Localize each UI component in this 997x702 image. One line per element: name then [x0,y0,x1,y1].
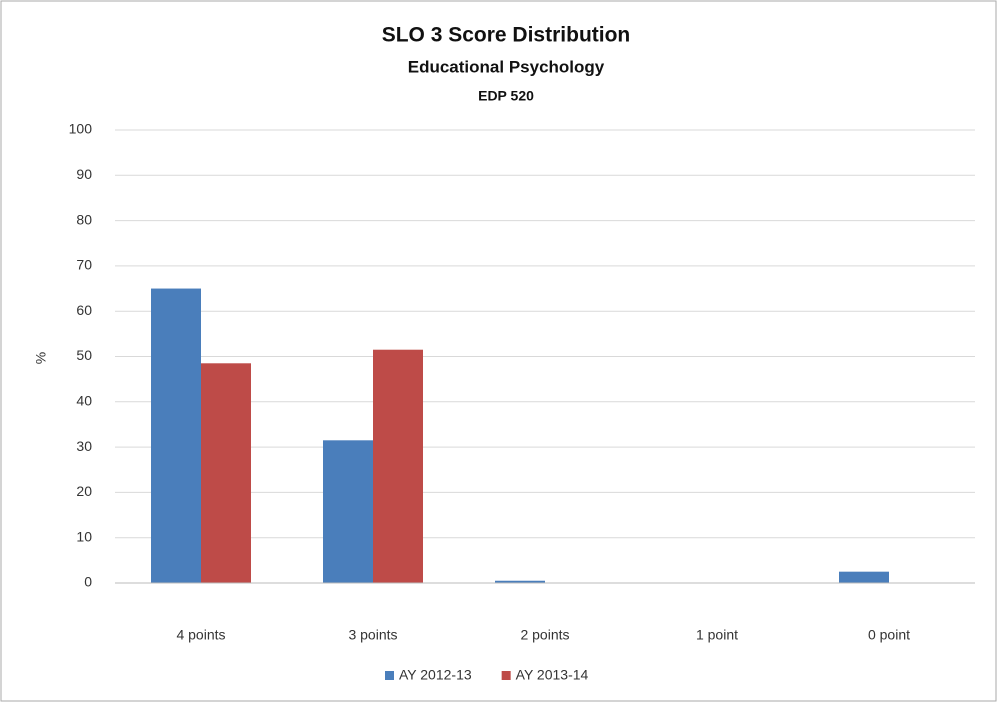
y-tick-label: 30 [76,438,92,454]
legend-swatch [385,671,394,680]
y-tick-label: 90 [76,166,92,182]
y-tick-label: 100 [69,121,93,137]
y-tick-label: 60 [76,302,92,318]
y-tick-label: 80 [76,211,92,227]
bar [201,363,251,583]
legend-label: AY 2013-14 [516,667,589,683]
legend-label: AY 2012-13 [399,667,472,683]
chart-title: SLO 3 Score Distribution [382,24,631,47]
bar [323,440,373,583]
y-tick-label: 10 [76,528,92,544]
legend-swatch [501,671,511,680]
bar [495,580,545,583]
x-tick-label: 2 points [520,627,569,643]
y-tick-label: 0 [84,574,92,590]
y-axis-label: % [33,352,49,364]
x-tick-label: 3 points [348,627,397,643]
bar [151,288,201,583]
chart-subtitle: Educational Psychology [408,57,605,76]
x-tick-label: 4 points [176,627,225,643]
y-tick-label: 20 [76,483,92,499]
bar [839,571,889,583]
x-tick-label: 0 point [868,627,910,643]
bar [373,349,423,583]
chart-subtitle: EDP 520 [478,88,534,104]
y-tick-label: 70 [76,257,92,273]
y-tick-label: 40 [76,393,92,409]
x-tick-label: 1 point [696,627,738,643]
y-tick-label: 50 [76,347,92,363]
